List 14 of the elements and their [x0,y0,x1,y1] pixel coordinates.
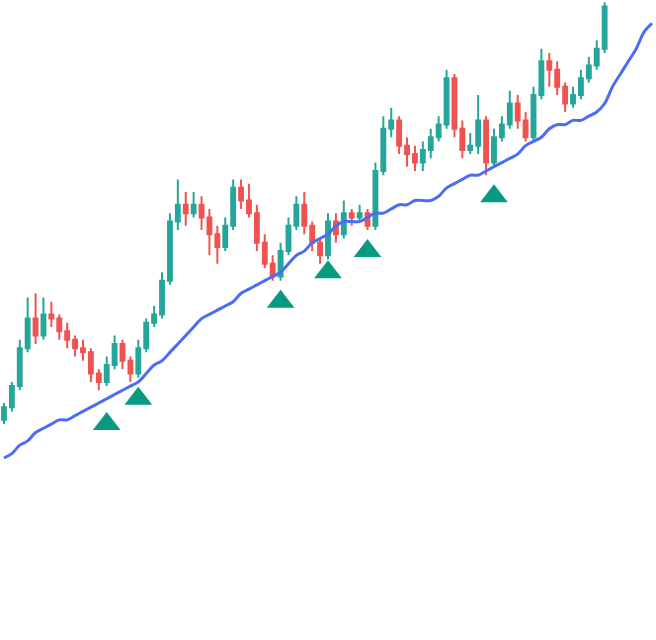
candlestick [64,321,71,350]
candlestick [87,347,94,383]
candlestick [182,191,189,227]
candlestick [348,207,355,227]
candlestick [190,191,197,219]
candlestick [356,203,363,223]
candlestick [546,51,553,88]
candlestick [238,178,244,210]
candlestick [412,144,418,172]
candlestick [40,296,47,341]
candlestick [32,292,39,345]
candlestick [340,199,347,240]
candlestick [483,115,489,177]
candlestick [475,94,482,156]
